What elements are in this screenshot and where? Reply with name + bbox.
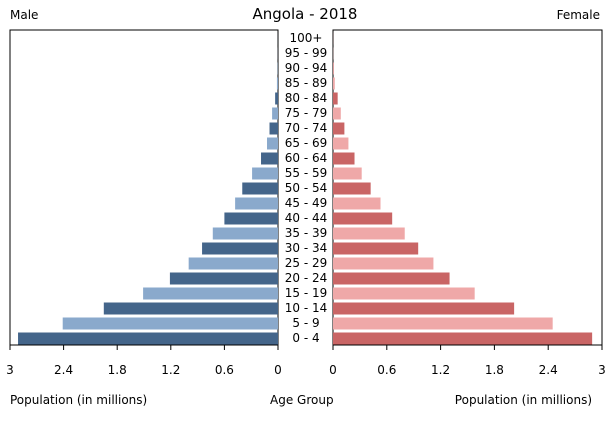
age-group-label: 15 - 19 bbox=[285, 286, 328, 300]
male-bar bbox=[103, 302, 278, 315]
male-bars bbox=[18, 32, 278, 345]
age-group-label: 75 - 79 bbox=[285, 106, 328, 120]
age-group-label: 100+ bbox=[290, 31, 323, 45]
female-bars bbox=[333, 32, 593, 345]
male-bar bbox=[242, 182, 278, 195]
age-group-label: 0 - 4 bbox=[292, 331, 319, 345]
age-group-label: 35 - 39 bbox=[285, 226, 328, 240]
x-axis-label-female: Population (in millions) bbox=[454, 393, 592, 407]
male-bar bbox=[269, 122, 278, 135]
female-bar bbox=[333, 77, 335, 90]
female-bar bbox=[333, 122, 345, 135]
male-tick-label: 1.8 bbox=[108, 363, 127, 377]
male-tick-label: 0 bbox=[274, 363, 282, 377]
female-bar bbox=[333, 287, 475, 300]
age-group-label: 55 - 59 bbox=[285, 166, 328, 180]
chart-title: Angola - 2018 bbox=[252, 5, 358, 23]
female-bar bbox=[333, 242, 419, 255]
age-group-label: 25 - 29 bbox=[285, 256, 328, 270]
age-group-label: 20 - 24 bbox=[285, 271, 328, 285]
male-tick-label: 3 bbox=[6, 363, 14, 377]
age-group-label: 85 - 89 bbox=[285, 76, 328, 90]
age-group-label: 65 - 69 bbox=[285, 136, 328, 150]
male-bar bbox=[235, 197, 278, 210]
male-tick-label: 2.4 bbox=[54, 363, 73, 377]
male-bar bbox=[267, 137, 278, 150]
female-bar bbox=[333, 137, 349, 150]
male-bar bbox=[261, 152, 278, 165]
female-tick-label: 2.4 bbox=[539, 363, 558, 377]
female-bar bbox=[333, 317, 553, 330]
age-group-label: 10 - 14 bbox=[285, 301, 328, 315]
female-bar bbox=[333, 107, 341, 120]
female-bar bbox=[333, 182, 371, 195]
male-tick-label: 1.2 bbox=[161, 363, 180, 377]
age-group-label: 40 - 44 bbox=[285, 211, 328, 225]
age-group-label: 45 - 49 bbox=[285, 196, 328, 210]
male-bar bbox=[252, 167, 278, 180]
female-tick-label: 1.8 bbox=[485, 363, 504, 377]
female-bar bbox=[333, 92, 338, 105]
male-bar bbox=[62, 317, 278, 330]
age-group-label: 90 - 94 bbox=[285, 61, 328, 75]
age-group-label: 70 - 74 bbox=[285, 121, 328, 135]
female-tick-label: 0 bbox=[329, 363, 337, 377]
male-bar bbox=[143, 287, 278, 300]
female-bar bbox=[333, 257, 434, 270]
male-bar bbox=[276, 77, 278, 90]
age-group-label: 80 - 84 bbox=[285, 91, 328, 105]
male-tick-label: 0.6 bbox=[215, 363, 234, 377]
female-tick-label: 3 bbox=[598, 363, 606, 377]
female-bar bbox=[333, 167, 362, 180]
female-bar bbox=[333, 272, 450, 285]
male-bar bbox=[224, 212, 278, 225]
axis-ticks: 3 2.4 1.8 1.2 0.6 0 0 0.6 1.2 1.8 2.4 3 bbox=[6, 345, 606, 377]
male-bar bbox=[275, 92, 278, 105]
x-axis-label-male: Population (in millions) bbox=[10, 393, 148, 407]
female-tick-label: 0.6 bbox=[377, 363, 396, 377]
male-bar bbox=[202, 242, 278, 255]
female-bar bbox=[333, 197, 381, 210]
female-bar bbox=[333, 302, 515, 315]
age-group-label: 5 - 9 bbox=[292, 316, 319, 330]
male-bar bbox=[212, 227, 278, 240]
age-group-label: 50 - 54 bbox=[285, 181, 328, 195]
female-bar bbox=[333, 62, 334, 75]
female-bar bbox=[333, 227, 405, 240]
age-group-label: 95 - 99 bbox=[285, 46, 328, 60]
female-bar bbox=[333, 152, 355, 165]
x-axis-label-age-group: Age Group bbox=[270, 393, 334, 407]
age-group-label: 30 - 34 bbox=[285, 241, 328, 255]
female-tick-label: 1.2 bbox=[431, 363, 450, 377]
male-bar bbox=[169, 272, 278, 285]
female-bar bbox=[333, 212, 393, 225]
male-bar bbox=[18, 332, 278, 345]
male-label: Male bbox=[10, 8, 39, 22]
age-group-label: 60 - 64 bbox=[285, 151, 328, 165]
female-bar bbox=[333, 332, 593, 345]
male-bar bbox=[188, 257, 278, 270]
female-label: Female bbox=[556, 8, 600, 22]
male-bar bbox=[272, 107, 278, 120]
